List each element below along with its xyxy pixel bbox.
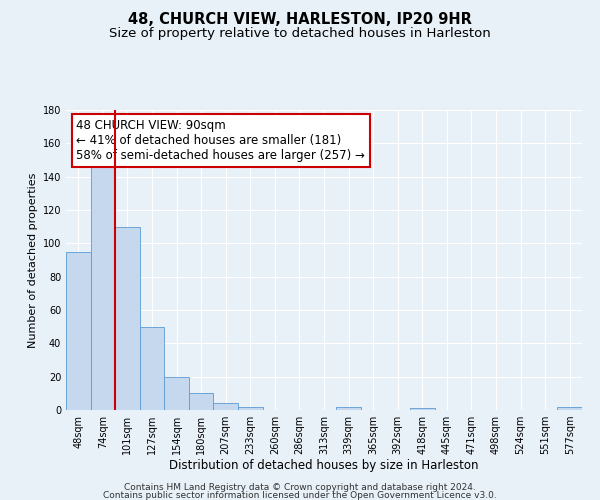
Text: Size of property relative to detached houses in Harleston: Size of property relative to detached ho… — [109, 28, 491, 40]
Y-axis label: Number of detached properties: Number of detached properties — [28, 172, 38, 348]
Bar — [336, 406, 361, 410]
Bar — [410, 408, 434, 410]
Text: 48, CHURCH VIEW, HARLESTON, IP20 9HR: 48, CHURCH VIEW, HARLESTON, IP20 9HR — [128, 12, 472, 28]
Bar — [189, 394, 214, 410]
Bar — [164, 376, 189, 410]
Bar — [238, 406, 263, 410]
Bar — [66, 252, 91, 410]
Bar — [115, 226, 140, 410]
Bar — [214, 404, 238, 410]
Text: Contains HM Land Registry data © Crown copyright and database right 2024.: Contains HM Land Registry data © Crown c… — [124, 483, 476, 492]
X-axis label: Distribution of detached houses by size in Harleston: Distribution of detached houses by size … — [169, 458, 479, 471]
Text: 48 CHURCH VIEW: 90sqm
← 41% of detached houses are smaller (181)
58% of semi-det: 48 CHURCH VIEW: 90sqm ← 41% of detached … — [76, 119, 365, 162]
Bar — [557, 406, 582, 410]
Text: Contains public sector information licensed under the Open Government Licence v3: Contains public sector information licen… — [103, 492, 497, 500]
Bar — [91, 160, 115, 410]
Bar — [140, 326, 164, 410]
